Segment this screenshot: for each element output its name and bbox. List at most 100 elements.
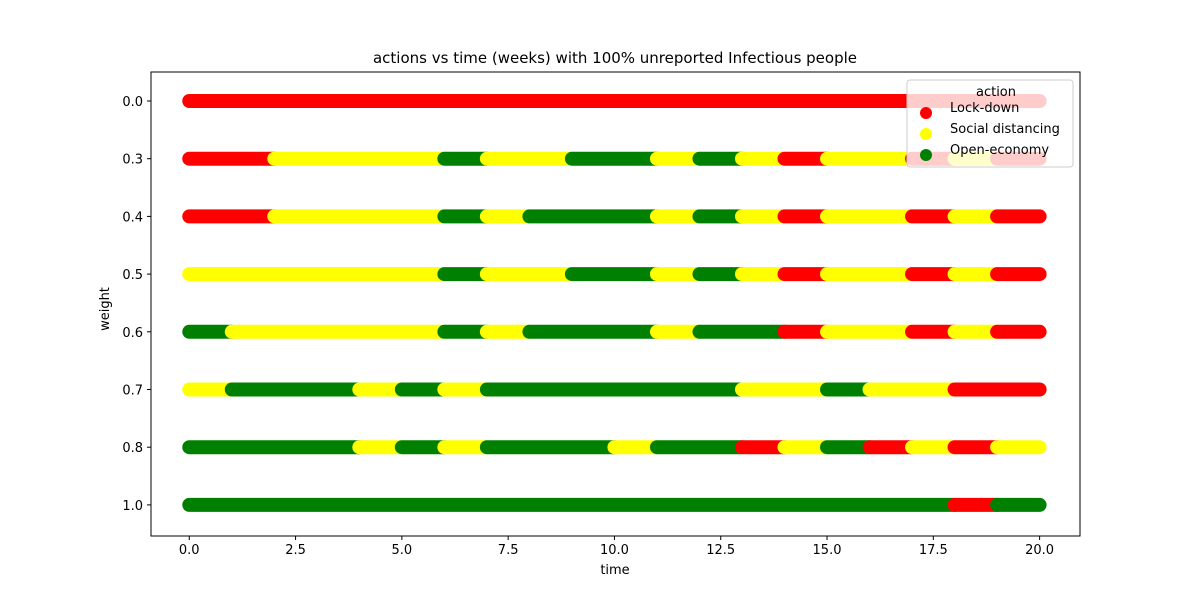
action-segment bbox=[990, 497, 1047, 512]
y-tick-label: 0.8 bbox=[122, 441, 143, 456]
series-weight-0.5 bbox=[182, 267, 1047, 282]
y-axis-label: weight bbox=[98, 287, 113, 331]
x-tick-label: 0.0 bbox=[179, 543, 200, 558]
action-segment bbox=[820, 151, 920, 166]
action-segment bbox=[182, 151, 282, 166]
legend-marker bbox=[920, 107, 932, 119]
y-tick-label: 0.5 bbox=[122, 268, 143, 283]
x-tick-label: 12.5 bbox=[706, 543, 735, 558]
series-weight-0.0 bbox=[182, 94, 1047, 108]
legend-label: Social distancing bbox=[950, 122, 1060, 137]
action-segment bbox=[990, 267, 1047, 282]
action-segment bbox=[649, 267, 707, 282]
action-segment bbox=[564, 267, 664, 282]
legend-marker bbox=[920, 128, 932, 140]
action-segment bbox=[777, 440, 835, 455]
action-segment bbox=[267, 209, 452, 224]
action-segment bbox=[479, 324, 537, 339]
action-segment bbox=[649, 440, 749, 455]
action-segment bbox=[777, 267, 835, 282]
legend-box bbox=[906, 79, 1074, 168]
action-segment bbox=[734, 267, 792, 282]
x-tick-label: 15.0 bbox=[813, 543, 842, 558]
action-segment bbox=[990, 324, 1047, 339]
action-segment bbox=[182, 94, 1047, 108]
action-segment bbox=[947, 382, 1047, 397]
legend-label: Lock-down bbox=[950, 101, 1019, 116]
axes-frame bbox=[150, 71, 1081, 537]
action-segment bbox=[734, 209, 792, 224]
series-weight-0.4 bbox=[182, 209, 1047, 224]
action-segment bbox=[564, 151, 664, 166]
action-segment bbox=[182, 209, 282, 224]
action-segment bbox=[905, 267, 962, 282]
action-segment bbox=[437, 267, 494, 282]
action-segment bbox=[182, 267, 452, 282]
y-tick-label: 0.7 bbox=[122, 384, 143, 399]
action-segment bbox=[479, 267, 579, 282]
action-segment bbox=[777, 209, 835, 224]
x-tick-label: 10.0 bbox=[600, 543, 629, 558]
action-segment bbox=[437, 151, 494, 166]
action-segment bbox=[182, 440, 367, 455]
action-segment bbox=[862, 440, 920, 455]
action-segment bbox=[862, 382, 962, 397]
action-segment bbox=[947, 497, 1005, 512]
legend-marker bbox=[920, 149, 932, 161]
action-segment bbox=[224, 324, 452, 339]
action-segment bbox=[820, 440, 877, 455]
action-segment bbox=[437, 440, 494, 455]
action-segment bbox=[394, 382, 452, 397]
action-segment bbox=[224, 382, 367, 397]
action-segment bbox=[267, 151, 452, 166]
action-segment bbox=[352, 440, 409, 455]
action-segment bbox=[820, 324, 920, 339]
chart-title: actions vs time (weeks) with 100% unrepo… bbox=[373, 49, 857, 67]
y-tick-label: 1.0 bbox=[122, 499, 143, 514]
action-segment bbox=[820, 209, 920, 224]
action-segment bbox=[990, 440, 1047, 455]
action-segment bbox=[692, 209, 749, 224]
x-tick-label: 7.5 bbox=[498, 543, 519, 558]
action-segment bbox=[479, 382, 749, 397]
action-segment bbox=[947, 267, 1005, 282]
y-tick-label: 0.0 bbox=[122, 95, 143, 110]
series-weight-0.8 bbox=[182, 440, 1047, 455]
x-tick-label: 2.5 bbox=[285, 543, 306, 558]
action-segment bbox=[607, 440, 664, 455]
action-segment bbox=[352, 382, 409, 397]
action-segment bbox=[182, 324, 239, 339]
action-segment bbox=[479, 151, 579, 166]
action-segment bbox=[479, 209, 537, 224]
action-segment bbox=[437, 324, 494, 339]
series-weight-0.7 bbox=[182, 382, 1047, 397]
action-segment bbox=[649, 209, 707, 224]
action-segment bbox=[394, 440, 452, 455]
action-segment bbox=[522, 209, 664, 224]
series-weight-1.0 bbox=[182, 497, 1047, 512]
y-tick-label: 0.4 bbox=[122, 210, 143, 225]
axis-ticks: 0.0 2.5 5.0 7.5 10.0 12.5 15.0 17.5 20.0 0.0 0.3 0.… bbox=[122, 95, 1054, 558]
legend-title: action bbox=[976, 85, 1016, 100]
action-segment bbox=[905, 440, 962, 455]
y-tick-label: 0.6 bbox=[122, 326, 143, 341]
x-tick-label: 17.5 bbox=[919, 543, 948, 558]
series-weight-0.6 bbox=[182, 324, 1047, 339]
action-segment bbox=[947, 209, 1005, 224]
action-segment bbox=[182, 497, 962, 512]
x-tick-label: 5.0 bbox=[392, 543, 413, 558]
action-segment bbox=[649, 324, 707, 339]
action-segment bbox=[777, 324, 835, 339]
action-segment bbox=[947, 440, 1005, 455]
action-segment bbox=[905, 324, 962, 339]
action-segment bbox=[734, 382, 835, 397]
action-segment bbox=[820, 382, 877, 397]
action-segment bbox=[734, 440, 792, 455]
action-segment bbox=[649, 151, 707, 166]
y-tick-label: 0.3 bbox=[122, 153, 143, 168]
x-axis-label: time bbox=[600, 563, 629, 578]
action-segment bbox=[990, 209, 1047, 224]
action-segment bbox=[522, 324, 664, 339]
